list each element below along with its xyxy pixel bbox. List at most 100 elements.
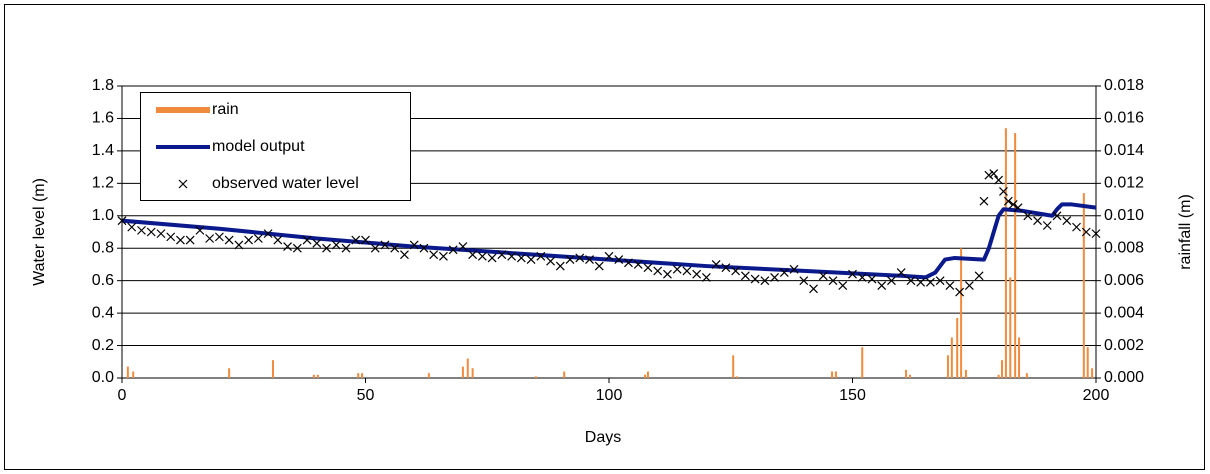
x-tick-label: 200: [1083, 387, 1110, 404]
observed-point: [979, 196, 989, 206]
y-tick-label: 1.8: [92, 77, 114, 94]
observed-point: [701, 272, 711, 282]
y-tick-label: 1.2: [92, 175, 114, 192]
observed-point: [458, 242, 468, 252]
observed-point: [468, 250, 478, 260]
chart-border: [4, 4, 1205, 470]
observed-point: [380, 240, 390, 250]
observed-point: [195, 225, 205, 235]
rain-bar: [466, 358, 469, 378]
rain-bar: [997, 374, 1000, 378]
observed-point: [604, 251, 614, 261]
observed-point: [497, 250, 507, 260]
observed-point: [935, 276, 945, 286]
y2-tick-label: 0.004: [1104, 304, 1144, 321]
observed-point: [448, 245, 458, 255]
y-tick-label: 0.2: [92, 337, 114, 354]
rain-bar: [732, 355, 735, 378]
observed-point: [322, 243, 331, 253]
rain-bar: [228, 368, 231, 378]
observed-point: [263, 229, 273, 239]
rain-bar: [1009, 277, 1012, 378]
observed-point: [731, 266, 741, 276]
y-axis-label: Water level (m): [31, 178, 48, 286]
y2-tick-label: 0.016: [1104, 110, 1144, 127]
rain-bar: [312, 374, 315, 378]
observed-point: [224, 235, 234, 245]
rain-bar: [950, 337, 953, 378]
observed-point: [127, 222, 137, 232]
observed-point: [214, 232, 224, 242]
rain-bar: [132, 371, 135, 378]
observed-point: [955, 287, 965, 297]
rain-bar: [831, 371, 834, 378]
observed-point: [964, 281, 974, 290]
observed-point: [867, 274, 877, 284]
rain-bar: [1025, 373, 1028, 378]
observed-point: [1013, 203, 1023, 213]
x-tick-label: 150: [839, 387, 866, 404]
observed-point: [760, 276, 770, 286]
observed-point: [117, 216, 127, 226]
y2-tick-label: 0.014: [1104, 142, 1144, 159]
observed-point: [302, 235, 312, 245]
rain-bar: [1004, 128, 1007, 378]
observed-point: [740, 271, 750, 281]
observed-point: [999, 187, 1008, 196]
observed-point: [1062, 216, 1072, 226]
observed-point: [351, 235, 361, 245]
observed-point: [429, 250, 439, 260]
observed-point: [916, 277, 926, 287]
y-tick-label: 1.0: [92, 207, 114, 224]
rain-bar: [905, 369, 908, 378]
rain-bar: [427, 373, 430, 378]
observed-point: [877, 281, 887, 290]
observed-point: [244, 235, 254, 245]
observed-point: [1003, 196, 1013, 206]
observed-point: [361, 235, 370, 245]
observed-point: [205, 234, 215, 243]
observed-point: [331, 240, 341, 250]
observed-point: [818, 271, 828, 281]
observed-point: [848, 269, 857, 279]
observed-point: [487, 253, 497, 263]
observed-point: [419, 243, 429, 253]
rain-bar: [534, 376, 537, 378]
observed-point: [536, 251, 546, 261]
observed-point: [273, 235, 283, 245]
observed-point: [1033, 216, 1042, 226]
legend-label: rain: [212, 101, 239, 118]
observed-point: [390, 243, 400, 253]
observed-point: [234, 240, 244, 250]
legend: rain model output observed water level: [140, 92, 411, 201]
rain-bar: [461, 366, 464, 378]
observed-point: [156, 229, 166, 239]
observed-point: [283, 242, 293, 252]
observed-point: [507, 251, 517, 261]
rain-bar: [960, 248, 963, 378]
rain-bar: [357, 373, 360, 378]
observed-point: [1081, 227, 1091, 237]
observed-point: [400, 250, 409, 260]
observed-point: [1042, 221, 1052, 230]
observed-point: [828, 276, 838, 286]
observed-point: [809, 284, 818, 294]
observed-point: [137, 225, 146, 235]
observed-point: [984, 170, 994, 180]
observed-point: [906, 276, 916, 286]
observed-point: [438, 251, 448, 261]
rain-bar: [908, 374, 911, 378]
y-tick-label: 0.8: [92, 239, 114, 256]
y2-tick-label: 0.002: [1104, 337, 1144, 354]
observed-point: [770, 272, 780, 282]
observed-point: [409, 240, 419, 250]
rain-bar: [1001, 360, 1004, 378]
rain-bar: [126, 366, 129, 378]
rain-bar: [861, 347, 864, 378]
observed-point: [253, 234, 263, 243]
observed-point: [779, 268, 789, 277]
y-tick-label: 0.0: [92, 369, 114, 386]
observed-point: [594, 261, 604, 271]
observed-point: [750, 274, 760, 284]
